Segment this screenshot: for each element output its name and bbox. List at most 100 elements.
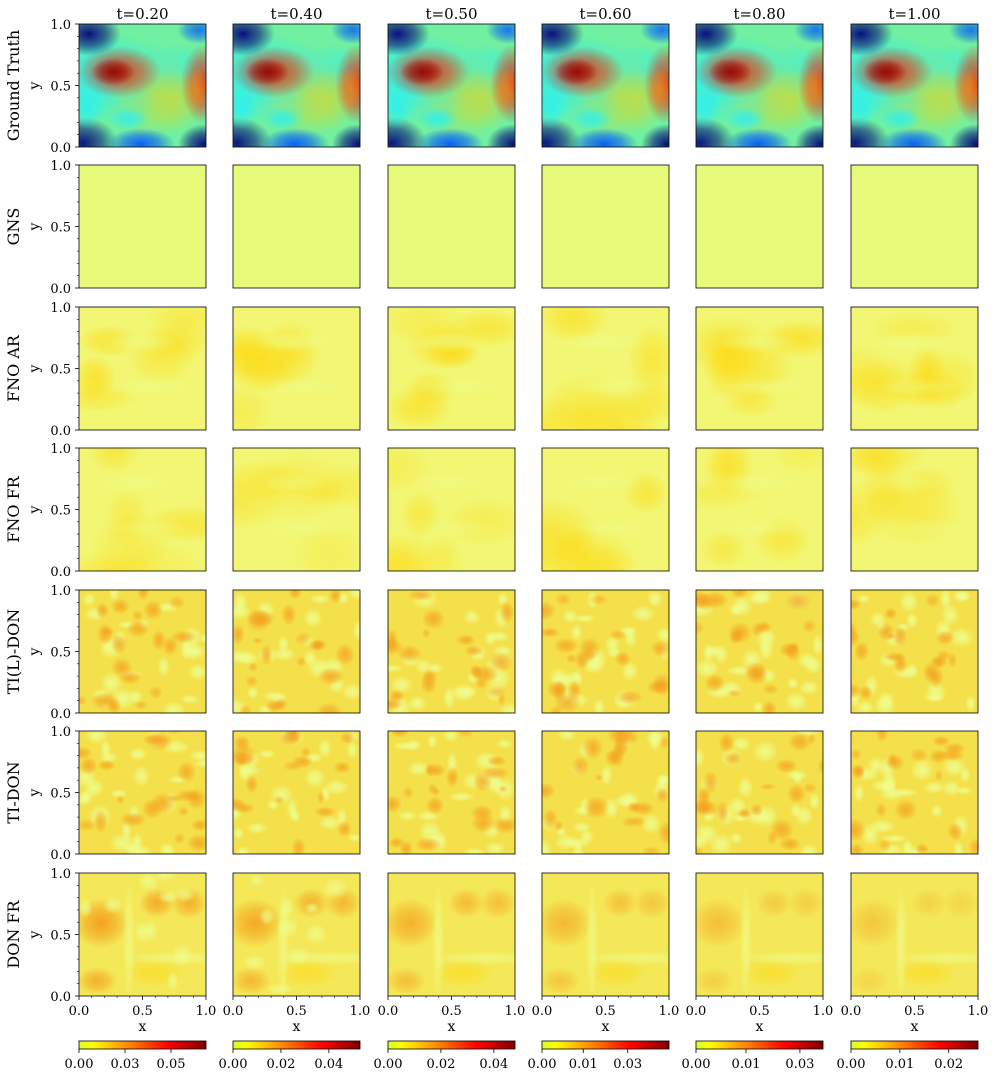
x-tick-label: 1.0 xyxy=(968,1004,989,1019)
field-blob xyxy=(406,761,431,777)
don-fr-panel-t-1-00 xyxy=(851,873,978,996)
field-blob xyxy=(702,642,715,664)
field-blob xyxy=(562,473,642,493)
field-blob xyxy=(335,643,355,666)
field-blob xyxy=(659,734,669,750)
field-blob xyxy=(948,626,975,648)
field-blob xyxy=(282,760,302,771)
field-blob xyxy=(935,649,952,662)
field-blob xyxy=(616,690,643,705)
field-blob xyxy=(943,887,978,919)
field-blob xyxy=(696,800,720,817)
field-blob xyxy=(542,967,580,995)
field-blob xyxy=(110,634,128,655)
blue-corner xyxy=(542,24,584,56)
gns-panel-t-0-80 xyxy=(696,165,823,288)
panel-frame xyxy=(232,447,361,572)
y-tick-label: 0.0 xyxy=(50,990,71,1005)
panel-frame xyxy=(695,23,824,148)
field-blob xyxy=(852,765,866,781)
field-blob xyxy=(588,594,608,605)
field-blob xyxy=(658,821,669,845)
field-blob xyxy=(173,832,186,845)
field-blob xyxy=(407,695,427,712)
field-blob xyxy=(171,943,193,967)
column-title: t=0.80 xyxy=(734,5,786,23)
field-blob xyxy=(300,746,311,758)
don-fr-panel-t-0-40 xyxy=(233,873,360,996)
field-blob xyxy=(276,916,299,939)
field-blob xyxy=(247,609,276,627)
row-label: FNO AR xyxy=(4,334,23,402)
field-blob xyxy=(562,332,642,352)
field-blob xyxy=(421,628,431,639)
field-blob xyxy=(110,540,206,571)
field-blob xyxy=(548,705,564,713)
field-blob xyxy=(884,607,898,620)
colorbar-tick-label: 0.00 xyxy=(374,1057,403,1072)
colorbar-t-0-40: 0.00 0.02 0.04 xyxy=(219,1040,361,1072)
blue-corner xyxy=(641,124,669,147)
colorbar-tick-label: 0.01 xyxy=(885,1057,914,1072)
field-blob xyxy=(798,679,821,696)
y-tick-label: 0.5 xyxy=(50,929,71,944)
panel-frame xyxy=(850,306,979,431)
colorbar-t-1-00: 0.00 0.01 0.02 xyxy=(837,1040,979,1072)
field-blob xyxy=(634,887,669,919)
field-blob xyxy=(851,598,862,611)
field-blob xyxy=(801,619,817,634)
y-tick-label: 0.0 xyxy=(50,424,71,439)
field-blob xyxy=(851,842,865,854)
field-blob xyxy=(573,614,597,623)
don-fr-panel-t-0-80 xyxy=(696,873,823,996)
field-blob xyxy=(413,378,503,396)
field-blob xyxy=(104,378,194,396)
field-blob xyxy=(107,128,175,147)
orange-blob xyxy=(233,898,283,948)
field-blob xyxy=(630,605,656,623)
field-blob xyxy=(786,677,799,690)
x-tick-label: 1.0 xyxy=(505,1004,526,1019)
field-blob xyxy=(176,761,197,783)
field-blob xyxy=(399,840,414,854)
colorbar-gradient xyxy=(387,1040,516,1050)
field-blob xyxy=(245,775,259,794)
field-blob xyxy=(433,959,493,987)
field-blob xyxy=(934,770,943,782)
field-blob xyxy=(886,632,896,640)
field-blob xyxy=(109,107,149,131)
field-blob xyxy=(737,776,754,799)
field-blob xyxy=(899,590,919,614)
field-blob xyxy=(759,783,777,791)
field-blob xyxy=(88,448,141,473)
ti-don-panel-t-1-00 xyxy=(851,731,978,854)
ground-truth-panel-t-0-80 xyxy=(696,24,823,147)
colorbar-tick-label: 0.02 xyxy=(426,1057,455,1072)
gns-panel-t-0-50 xyxy=(388,165,515,288)
field-blob xyxy=(161,700,186,713)
field-blob xyxy=(721,519,811,537)
field-blob xyxy=(612,736,629,758)
field-blob xyxy=(389,731,410,738)
y-tick-label: 0.5 xyxy=(50,504,71,519)
field-blob xyxy=(168,595,186,610)
field-blob xyxy=(341,683,360,701)
field-blob xyxy=(646,590,664,608)
field-blob xyxy=(892,625,908,647)
field-blob xyxy=(877,838,892,853)
field-blob xyxy=(115,794,125,805)
field-blob xyxy=(259,320,321,387)
field-blob xyxy=(158,842,176,854)
field-blob xyxy=(416,128,484,147)
field-blob xyxy=(186,833,206,853)
field-blob xyxy=(896,959,956,987)
ground-truth-panel-t-0-40 xyxy=(233,24,360,147)
dark-red-core xyxy=(91,58,135,86)
field-blob xyxy=(967,837,978,854)
field-blob xyxy=(873,696,897,713)
blue-corner xyxy=(696,24,738,56)
field-blob xyxy=(245,675,259,688)
field-blob xyxy=(295,656,307,667)
field-blob xyxy=(941,780,962,796)
field-blob xyxy=(571,756,590,776)
